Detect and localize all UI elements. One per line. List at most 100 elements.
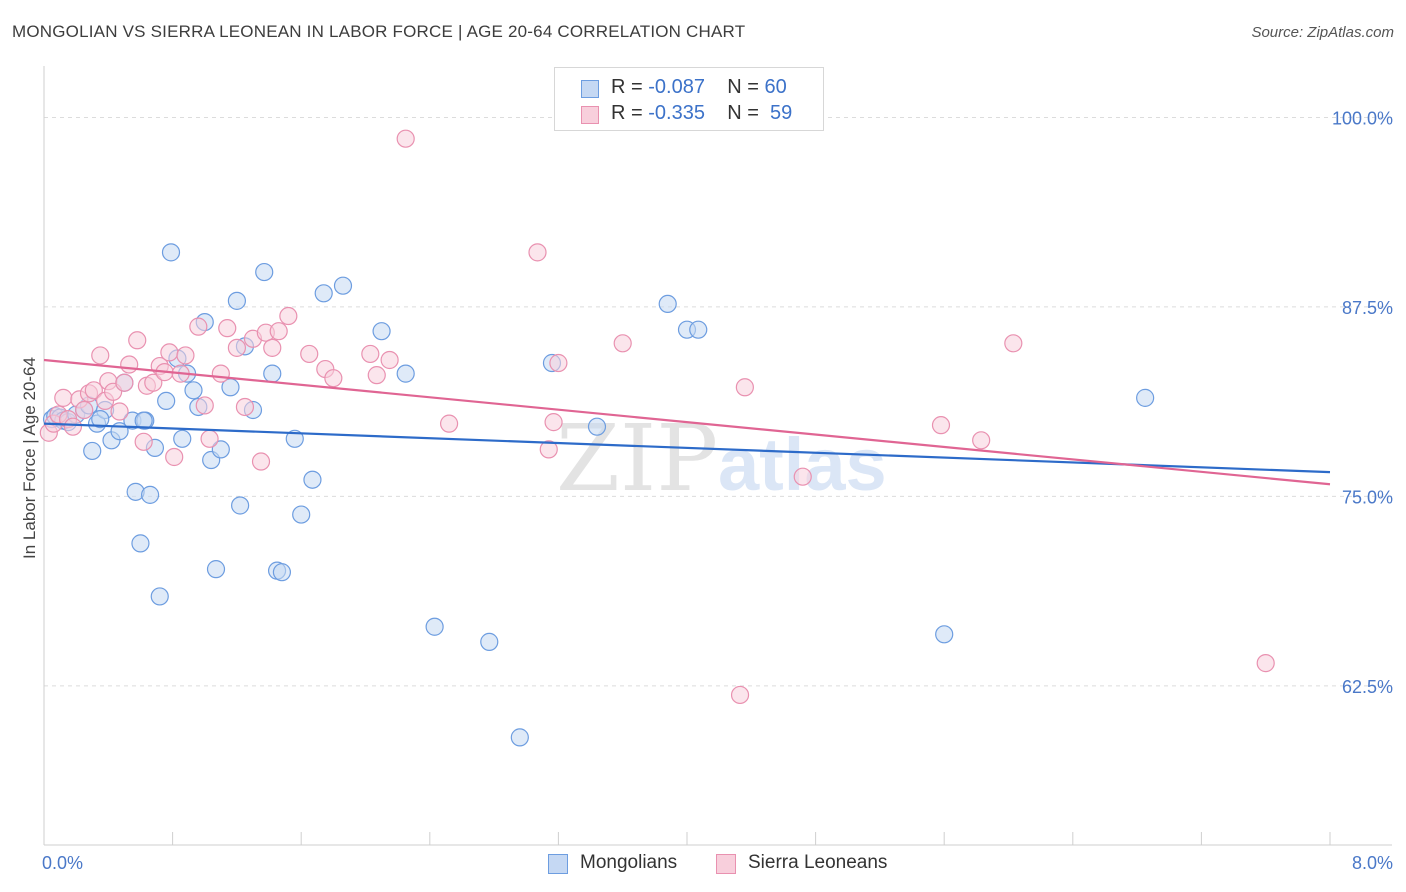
data-point (263, 338, 282, 357)
data-point (206, 560, 226, 579)
y-tick-labels: 62.5% 75.0% 87.5% 100.0% (1332, 108, 1393, 696)
data-point (272, 563, 292, 582)
data-point (189, 317, 208, 336)
data-point (235, 397, 255, 417)
y-tick-label: 75.0% (1342, 487, 1393, 507)
data-point (549, 353, 568, 373)
data-point (195, 396, 214, 415)
data-point (200, 429, 219, 448)
data-point (91, 346, 110, 365)
data-point (425, 617, 444, 636)
data-point (300, 344, 319, 364)
data-point (211, 364, 230, 383)
data-point (255, 262, 274, 282)
data-point (480, 632, 499, 651)
data-point (1256, 654, 1275, 673)
data-point (528, 243, 547, 262)
source-label: Source: ZipAtlas.com (1251, 24, 1394, 41)
data-point (144, 373, 163, 392)
y-tick-label: 100.0% (1332, 108, 1393, 128)
legend-r-value: -0.087 (648, 76, 705, 98)
y-axis-label: In Labor Force | Age 20-64 (20, 357, 39, 559)
data-point (84, 381, 103, 400)
x-tick-label: 8.0% (1352, 853, 1393, 873)
data-point (972, 431, 991, 450)
y-tick-label: 87.5% (1342, 298, 1393, 318)
legend-label: Sierra Leoneans (748, 852, 888, 873)
data-point (935, 625, 954, 644)
data-point (396, 129, 415, 148)
data-point (120, 355, 139, 374)
data-point (134, 432, 153, 451)
axes (43, 66, 1392, 846)
data-point (544, 413, 563, 432)
legend-r-value: -0.335 (648, 102, 705, 124)
data-point (63, 417, 83, 436)
data-point (380, 350, 399, 370)
data-point (361, 344, 380, 364)
data-point (613, 334, 632, 353)
legend-swatch-pink (716, 854, 736, 874)
x-tick-labels: 0.0% 8.0% (42, 853, 1393, 873)
data-point (54, 388, 73, 407)
legend-label: Mongolians (580, 852, 678, 873)
data-point (161, 243, 181, 262)
stats-legend: R = -0.087 N = 60 R = -0.335 N = 59 (554, 67, 824, 131)
data-point (931, 416, 951, 435)
data-point (227, 291, 246, 310)
data-point (184, 381, 203, 400)
gridlines (44, 116, 1392, 687)
data-point (231, 496, 250, 515)
data-point (303, 470, 322, 489)
data-point (292, 505, 311, 524)
data-point (587, 417, 607, 436)
data-point (1136, 388, 1155, 407)
data-point (367, 366, 386, 385)
data-point (140, 485, 160, 504)
legend-swatch-blue (548, 854, 568, 874)
data-point (539, 440, 558, 459)
data-point (115, 373, 134, 392)
watermark-atlas: atlas (718, 423, 887, 506)
x-tick-label: 0.0% (42, 853, 83, 873)
data-point (165, 447, 184, 467)
data-point (128, 331, 147, 350)
y-tick-label: 62.5% (1342, 677, 1393, 697)
data-point (251, 452, 271, 471)
data-point (372, 322, 391, 341)
trend-line (43, 358, 1331, 486)
data-point (150, 587, 169, 606)
data-point (131, 534, 150, 553)
data-point (227, 338, 246, 357)
data-point (218, 319, 237, 338)
data-point (439, 414, 459, 433)
legend-r-label: R = (611, 76, 643, 98)
data-point (689, 320, 708, 339)
data-point (279, 306, 298, 326)
data-point (1004, 334, 1023, 353)
trend-lines (43, 358, 1331, 486)
data-point (324, 369, 343, 388)
chart-title: MONGOLIAN VS SIERRA LEONEAN IN LABOR FOR… (12, 22, 746, 41)
data-point (269, 322, 288, 341)
data-point (314, 284, 333, 303)
legend-swatch-blue (581, 80, 599, 98)
legend-n-value: 60 (764, 76, 787, 98)
data-point (211, 440, 230, 459)
legend-swatch-pink (581, 106, 599, 124)
data-point (173, 429, 192, 448)
data-point (735, 378, 754, 397)
watermark-zip: ZIP (556, 405, 718, 512)
legend-n-label: N = (727, 102, 759, 124)
legend-n-value: 59 (770, 102, 793, 124)
data-point (285, 429, 304, 448)
data-point (110, 402, 129, 421)
data-point (83, 441, 102, 461)
data-point (134, 411, 153, 430)
data-point (658, 294, 677, 313)
legend-n-label: N = (727, 76, 759, 98)
legend-r-label: R = (611, 102, 643, 124)
data-point (176, 346, 195, 365)
data-point (91, 409, 110, 429)
